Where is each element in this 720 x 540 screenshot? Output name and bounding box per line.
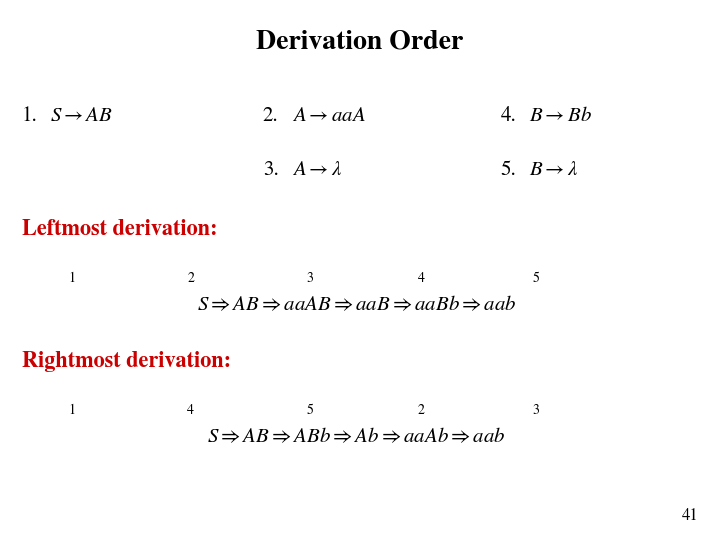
Text: $A \rightarrow \lambda$: $A \rightarrow \lambda$ bbox=[292, 160, 342, 180]
Text: $S\Rightarrow AB\Rightarrow ABb\Rightarrow Ab\Rightarrow aaAb\Rightarrow aab$: $S\Rightarrow AB\Rightarrow ABb\Rightarr… bbox=[207, 428, 505, 447]
Text: 3: 3 bbox=[306, 272, 313, 285]
Text: 5: 5 bbox=[533, 272, 540, 285]
Text: 1: 1 bbox=[68, 272, 76, 285]
Text: 4: 4 bbox=[187, 404, 194, 417]
Text: $A \rightarrow aaA$: $A \rightarrow aaA$ bbox=[292, 106, 366, 126]
Text: 1.: 1. bbox=[22, 106, 37, 126]
Text: $B \rightarrow \lambda$: $B \rightarrow \lambda$ bbox=[529, 160, 578, 180]
Text: 5: 5 bbox=[306, 404, 313, 417]
Text: Rightmost derivation:: Rightmost derivation: bbox=[22, 352, 230, 372]
Text: 1: 1 bbox=[68, 404, 76, 417]
Text: 2: 2 bbox=[187, 272, 194, 285]
Text: $S\Rightarrow AB\Rightarrow aaAB\Rightarrow aaB\Rightarrow aaBb\Rightarrow aab$: $S\Rightarrow AB\Rightarrow aaAB\Rightar… bbox=[197, 295, 516, 315]
Text: $S \rightarrow AB$: $S \rightarrow AB$ bbox=[50, 106, 113, 126]
Text: 4.: 4. bbox=[500, 106, 516, 126]
Text: 2.: 2. bbox=[263, 106, 279, 126]
Text: 4: 4 bbox=[418, 272, 425, 285]
Text: 3.: 3. bbox=[263, 160, 279, 180]
Text: 3: 3 bbox=[533, 404, 540, 417]
Text: Leftmost derivation:: Leftmost derivation: bbox=[22, 219, 217, 240]
Text: 41: 41 bbox=[682, 508, 698, 524]
Text: $B \rightarrow Bb$: $B \rightarrow Bb$ bbox=[529, 106, 592, 126]
Text: Derivation Order: Derivation Order bbox=[256, 30, 464, 55]
Text: 5.: 5. bbox=[500, 160, 516, 180]
Text: 2: 2 bbox=[418, 404, 425, 417]
